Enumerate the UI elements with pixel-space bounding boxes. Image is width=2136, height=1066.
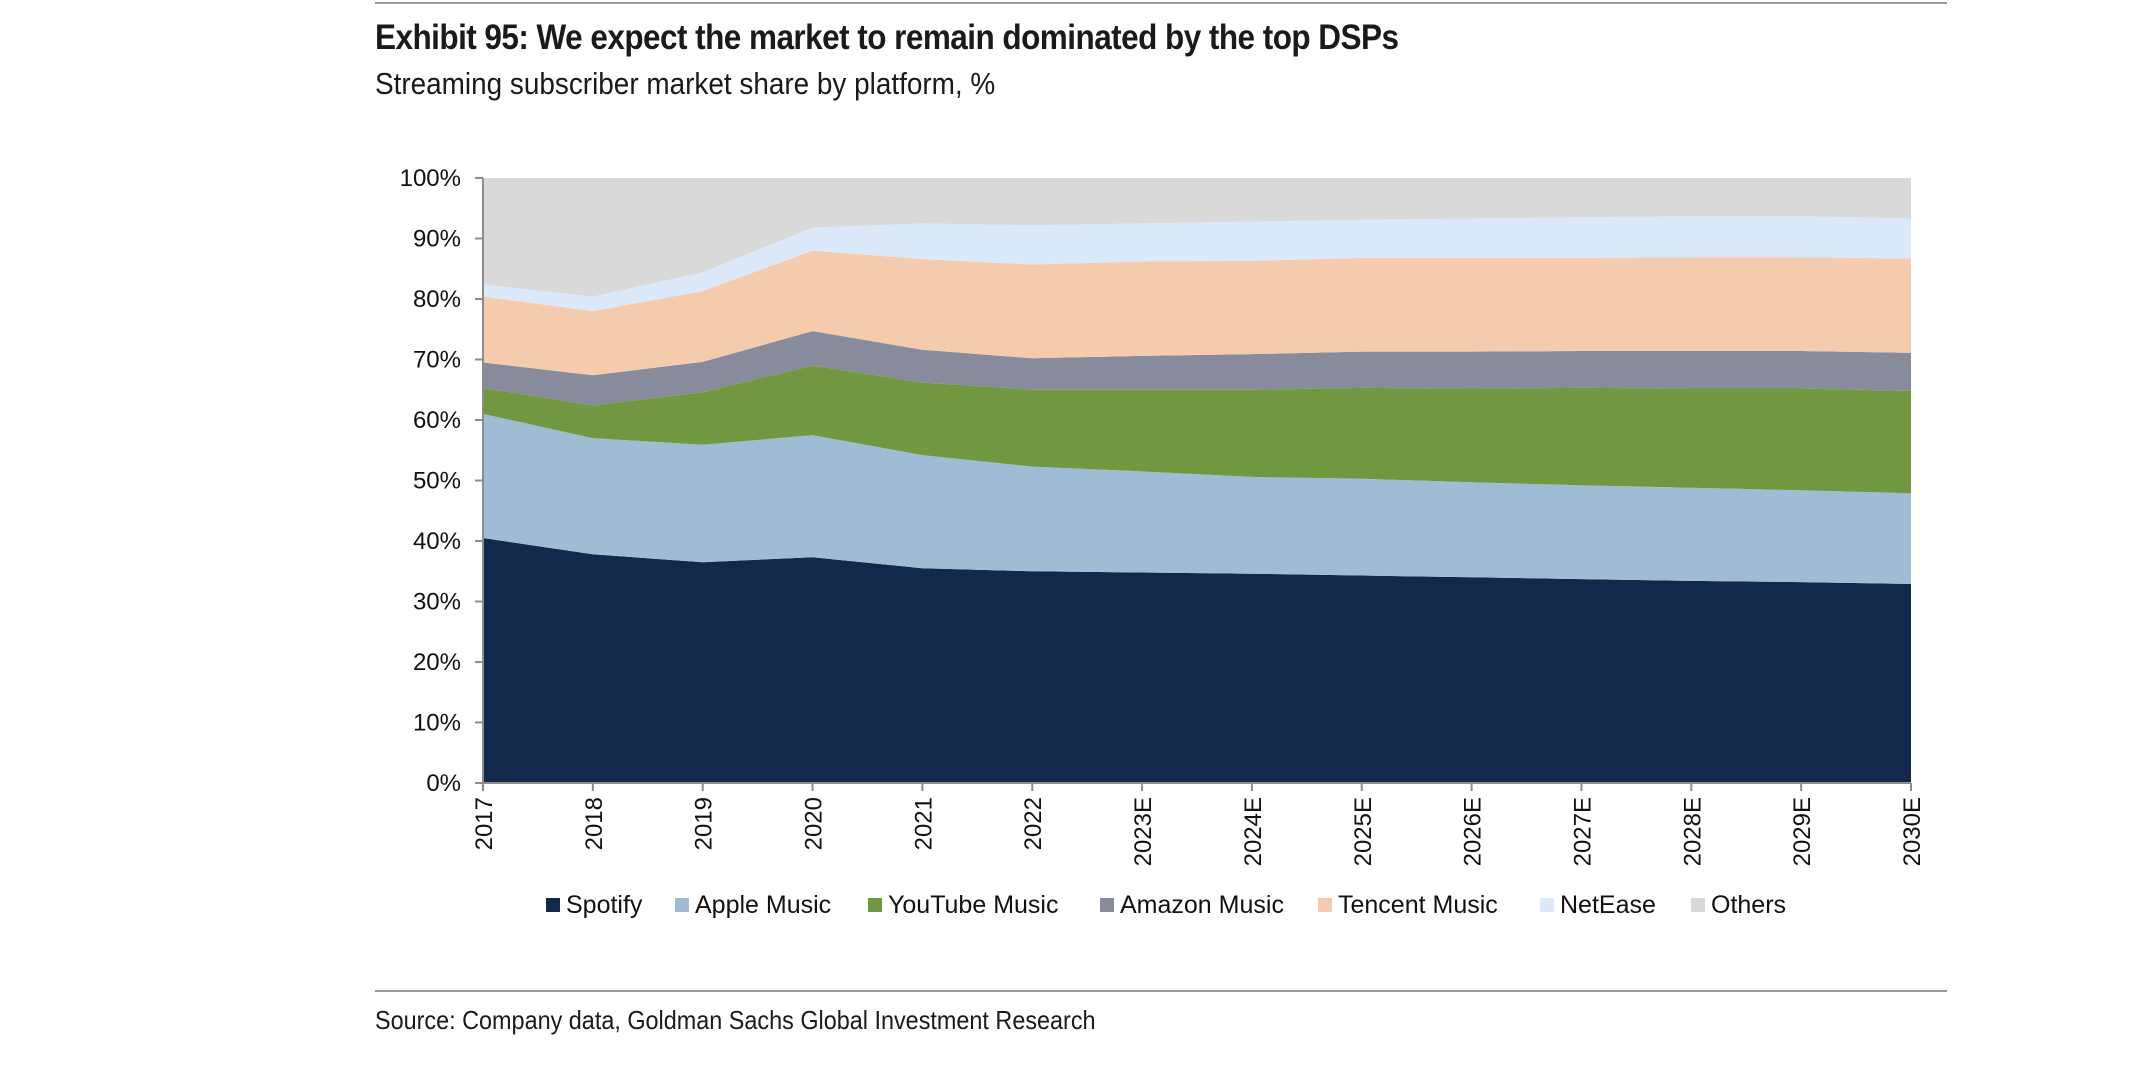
x-tick-label: 2025E	[1350, 797, 1377, 866]
area-youtube-music	[483, 365, 1911, 494]
x-tick-label: 2026E	[1460, 797, 1487, 866]
area-spotify	[483, 538, 1911, 783]
y-tick-label: 70%	[413, 347, 461, 374]
legend-label-youtube-music: YouTube Music	[888, 891, 1058, 919]
legend-swatch-apple-music	[675, 898, 689, 912]
exhibit-title: Exhibit 95: We expect the market to rema…	[375, 18, 1399, 57]
legend-label-amazon-music: Amazon Music	[1120, 891, 1284, 919]
legend-label-netease: NetEase	[1560, 891, 1656, 919]
legend-label-apple-music: Apple Music	[695, 891, 831, 919]
top-rule	[375, 2, 1947, 4]
x-tick-label: 2020	[801, 797, 828, 850]
x-tick-label: 2024E	[1240, 797, 1267, 866]
legend-swatch-tencent-music	[1318, 898, 1332, 912]
y-tick-label: 10%	[413, 710, 461, 737]
x-tick-label: 2022	[1020, 797, 1047, 850]
legend-label-spotify: Spotify	[566, 891, 643, 919]
y-tick-label: 50%	[413, 468, 461, 495]
legend-swatch-youtube-music	[868, 898, 882, 912]
y-tick-label: 0%	[426, 770, 461, 797]
y-tick-label: 90%	[413, 226, 461, 253]
x-tick-label: 2028E	[1679, 797, 1706, 866]
legend-swatch-amazon-music	[1100, 898, 1114, 912]
source-note: Source: Company data, Goldman Sachs Glob…	[375, 1005, 1096, 1035]
exhibit-subtitle: Streaming subscriber market share by pla…	[375, 66, 996, 101]
bottom-rule	[375, 990, 1947, 992]
x-tick-label: 2029E	[1789, 797, 1816, 866]
area-others	[483, 178, 1911, 297]
y-tick-label: 40%	[413, 528, 461, 555]
area-tencent-music	[483, 250, 1911, 376]
legend-swatch-others	[1691, 898, 1705, 912]
legend-swatch-spotify	[546, 898, 560, 912]
area-netease	[483, 216, 1911, 312]
legend-label-others: Others	[1711, 891, 1786, 919]
x-tick-label: 2030E	[1899, 797, 1926, 866]
x-tick-label: 2019	[691, 797, 718, 850]
x-tick-label: 2027E	[1569, 797, 1596, 866]
legend-label-tencent-music: Tencent Music	[1338, 891, 1498, 919]
y-tick-label: 80%	[413, 286, 461, 313]
x-tick-label: 2021	[910, 797, 937, 850]
x-tick-label: 2018	[581, 797, 608, 850]
x-tick-label: 2017	[471, 797, 498, 850]
area-amazon-music	[483, 331, 1911, 406]
legend-swatch-netease	[1540, 898, 1554, 912]
x-tick-label: 2023E	[1130, 797, 1157, 866]
y-tick-label: 20%	[413, 649, 461, 676]
y-tick-label: 100%	[400, 165, 461, 192]
y-tick-label: 30%	[413, 589, 461, 616]
area-apple-music	[483, 413, 1911, 584]
y-tick-label: 60%	[413, 407, 461, 434]
